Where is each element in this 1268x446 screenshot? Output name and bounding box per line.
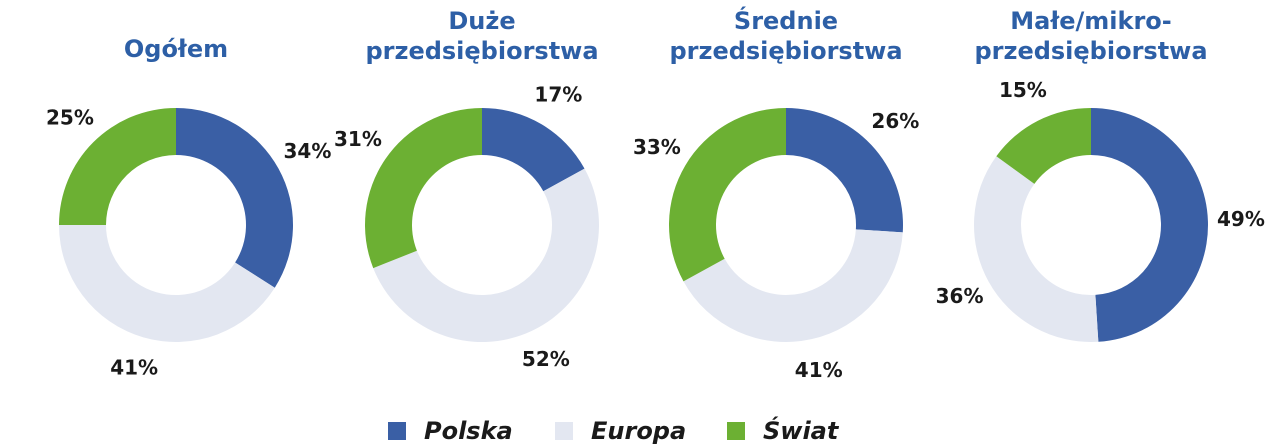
legend-swatch (727, 422, 745, 440)
value-label: 49% (1217, 207, 1265, 231)
chart-title: Duże przedsiębiorstwa (365, 7, 599, 65)
legend-swatch (388, 422, 406, 440)
donut-segment (974, 156, 1099, 342)
value-label: 41% (110, 356, 158, 380)
legend-label: Świat (763, 415, 840, 445)
donut-segment (1091, 108, 1209, 342)
value-label: 17% (534, 82, 582, 106)
chart-title: Średnie przedsiębiorstwa (669, 7, 903, 65)
donut-segment (683, 229, 903, 343)
value-label: 26% (871, 109, 919, 133)
value-label: 31% (334, 127, 382, 151)
value-label: 25% (46, 105, 94, 129)
legend-swatch (555, 422, 573, 440)
chart-title: Małe/mikro-przedsiębiorstwa (974, 7, 1208, 65)
donut-segment (364, 108, 482, 269)
value-label: 41% (795, 358, 843, 382)
donut-segment (786, 108, 903, 233)
donut-segment (482, 108, 585, 192)
value-label: 34% (284, 139, 332, 163)
donut-segment (996, 108, 1092, 184)
value-label: 15% (999, 78, 1047, 102)
legend-label: Europa (591, 417, 686, 445)
chart-title: Ogółem (123, 35, 229, 63)
value-label: 36% (936, 284, 984, 308)
donut-segment (59, 108, 176, 225)
donut-segment (669, 108, 786, 282)
value-label: 33% (633, 135, 681, 159)
donut-segment (59, 225, 275, 343)
value-label: 52% (522, 347, 570, 371)
donut-segment (373, 168, 599, 342)
donut-segment (176, 108, 293, 288)
legend-label: Polska (424, 417, 513, 445)
